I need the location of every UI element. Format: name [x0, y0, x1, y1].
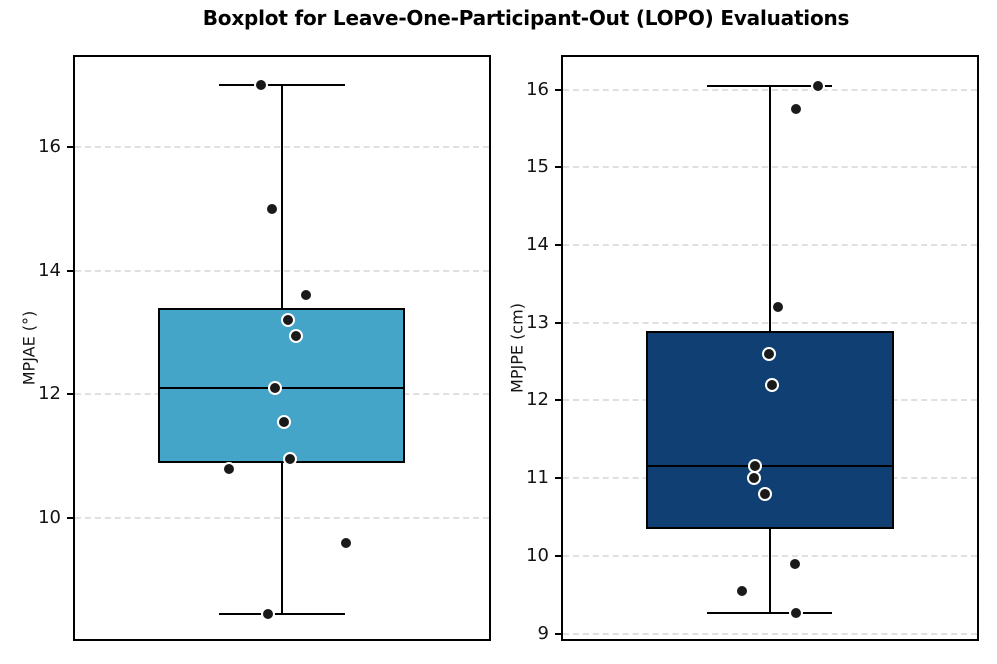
y-tick-mark [555, 399, 563, 402]
data-point [811, 78, 826, 93]
data-point [788, 102, 803, 117]
data-point [260, 607, 275, 622]
data-point [735, 583, 750, 598]
whisker-cap-top [707, 84, 832, 87]
data-point [787, 556, 802, 571]
data-point [788, 605, 803, 620]
y-tick-label: 14 [38, 259, 61, 281]
y-tick-label: 9 [537, 622, 549, 644]
data-point [254, 77, 269, 92]
y-tick-label: 16 [38, 135, 61, 157]
y-tick-mark [555, 88, 563, 91]
axes-mpjae: MPJAE (°) 10 12 14 16 [20, 55, 491, 641]
whisker-cap-bottom [219, 613, 345, 616]
data-point [283, 452, 298, 467]
y-tick-mark [555, 244, 563, 247]
y-axis-label-mpjae: MPJAE (°) [19, 310, 39, 386]
data-point [747, 471, 762, 486]
y-tick-label: 12 [526, 389, 549, 411]
gridline [563, 632, 977, 635]
data-point [268, 381, 283, 396]
y-tick-label: 10 [38, 507, 61, 529]
y-tick-mark [67, 145, 75, 148]
data-point [289, 328, 304, 343]
y-tick-mark [555, 477, 563, 480]
data-point [264, 201, 279, 216]
median-line [645, 465, 895, 468]
data-point [762, 346, 777, 361]
data-point [764, 377, 779, 392]
data-point [339, 536, 354, 551]
y-tick-mark [67, 393, 75, 396]
y-tick-label: 14 [526, 234, 549, 256]
chart-title: Boxplot for Leave-One-Participant-Out (L… [202, 6, 850, 30]
data-point [221, 461, 236, 476]
data-point [299, 288, 314, 303]
y-tick-label: 13 [526, 311, 549, 333]
y-tick-label: 16 [526, 78, 549, 100]
y-tick-mark [67, 269, 75, 272]
y-tick-label: 10 [526, 544, 549, 566]
data-point [770, 300, 785, 315]
y-tick-mark [67, 517, 75, 520]
whisker-cap-bottom [707, 611, 832, 614]
whisker-cap-top [219, 83, 345, 86]
y-tick-label: 11 [526, 467, 549, 489]
y-tick-label: 15 [526, 156, 549, 178]
data-point [281, 313, 296, 328]
axes-mpjpe: MPJPE (cm) 9 10 11 12 13 14 15 16 [508, 55, 979, 642]
data-point [758, 486, 773, 501]
y-tick-mark [555, 554, 563, 557]
y-tick-mark [555, 632, 563, 635]
y-tick-mark [555, 166, 563, 169]
y-tick-mark [555, 321, 563, 324]
y-tick-label: 12 [38, 383, 61, 405]
data-point [276, 415, 291, 430]
